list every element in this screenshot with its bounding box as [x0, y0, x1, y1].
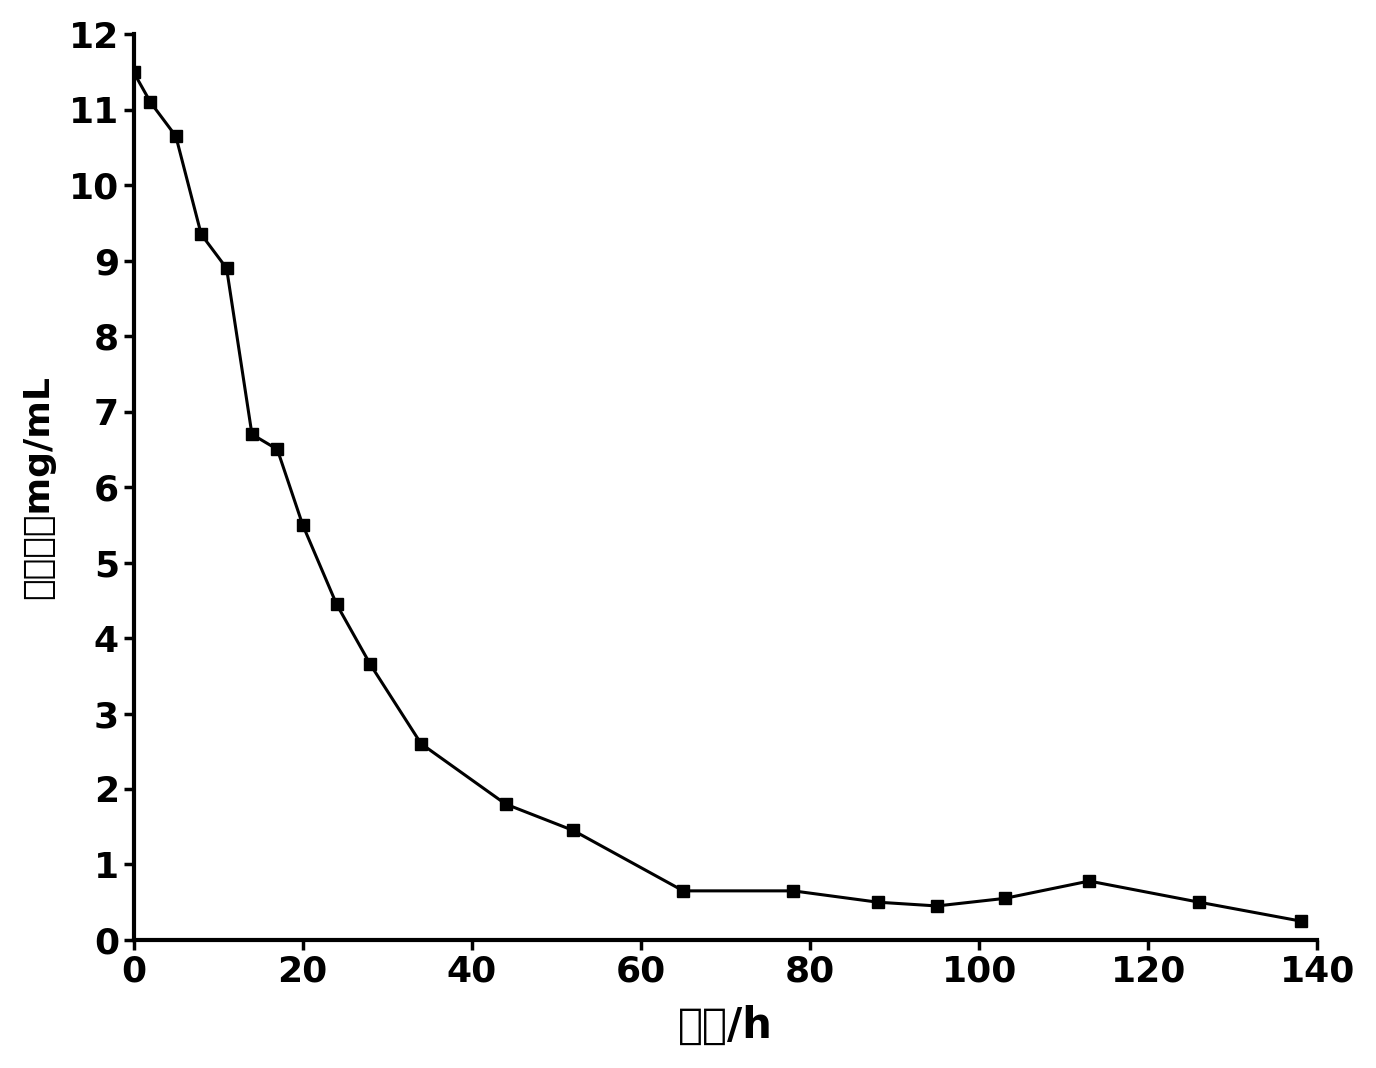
- X-axis label: 时间/h: 时间/h: [678, 1005, 773, 1047]
- Y-axis label: 木糖浓度mg/mL: 木糖浓度mg/mL: [21, 375, 55, 599]
